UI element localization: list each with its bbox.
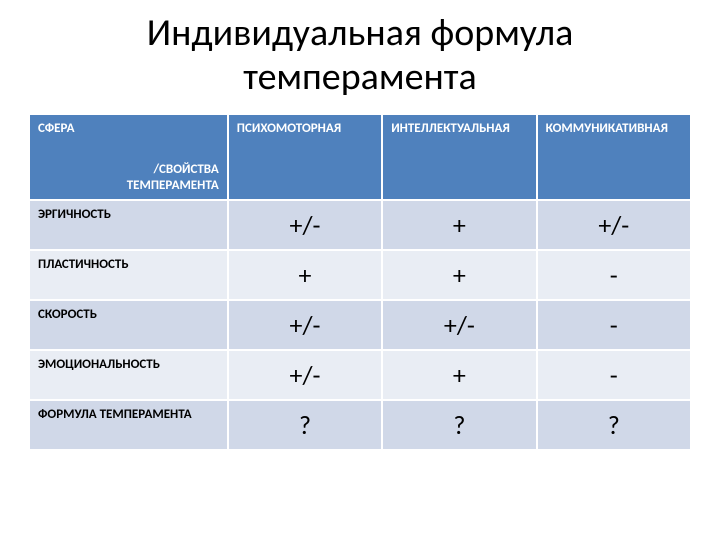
- cell: -: [537, 300, 691, 350]
- row-label: СКОРОСТЬ: [29, 300, 228, 350]
- table-row: СКОРОСТЬ +/- +/- -: [29, 300, 691, 350]
- cell: +/-: [228, 300, 382, 350]
- cell: +/-: [228, 350, 382, 400]
- cell: +/-: [382, 300, 536, 350]
- header-row: СФЕРА /СВОЙСТВА ТЕМПЕРАМЕНТА ПСИХОМОТОРН…: [29, 114, 691, 200]
- cell: +/-: [228, 200, 382, 250]
- row-label: ПЛАСТИЧНОСТЬ: [29, 250, 228, 300]
- cell: ?: [228, 400, 382, 450]
- header-corner: СФЕРА /СВОЙСТВА ТЕМПЕРАМЕНТА: [29, 114, 228, 200]
- cell: -: [537, 350, 691, 400]
- col-header-1: ИНТЕЛЛЕКТУАЛЬНАЯ: [382, 114, 536, 200]
- corner-bottom-label: /СВОЙСТВА ТЕМПЕРАМЕНТА: [127, 162, 219, 193]
- table-row: ЭМОЦИОНАЛЬНОСТЬ +/- + -: [29, 350, 691, 400]
- temperament-table: СФЕРА /СВОЙСТВА ТЕМПЕРАМЕНТА ПСИХОМОТОРН…: [28, 113, 692, 451]
- corner-bottom-line2: ТЕМПЕРАМЕНТА: [127, 178, 219, 193]
- row-label: ФОРМУЛА ТЕМПЕРАМЕНТА: [29, 400, 228, 450]
- cell: +: [228, 250, 382, 300]
- slide: Индивидуальная формула темперамента СФЕР…: [0, 0, 720, 540]
- cell: ?: [537, 400, 691, 450]
- corner-top-label: СФЕРА: [38, 121, 75, 136]
- col-header-0: ПСИХОМОТОРНАЯ: [228, 114, 382, 200]
- slide-title: Индивидуальная формула темперамента: [28, 12, 692, 99]
- table-row: ФОРМУЛА ТЕМПЕРАМЕНТА ? ? ?: [29, 400, 691, 450]
- col-header-2: КОММУНИКАТИВНАЯ: [537, 114, 691, 200]
- row-label: ЭРГИЧНОСТЬ: [29, 200, 228, 250]
- cell: +: [382, 200, 536, 250]
- corner-bottom-line1: /СВОЙСТВА: [153, 162, 218, 177]
- cell: +: [382, 350, 536, 400]
- cell: ?: [382, 400, 536, 450]
- table-row: ЭРГИЧНОСТЬ +/- + +/-: [29, 200, 691, 250]
- table-row: ПЛАСТИЧНОСТЬ + + -: [29, 250, 691, 300]
- cell: -: [537, 250, 691, 300]
- cell: +: [382, 250, 536, 300]
- row-label: ЭМОЦИОНАЛЬНОСТЬ: [29, 350, 228, 400]
- cell: +/-: [537, 200, 691, 250]
